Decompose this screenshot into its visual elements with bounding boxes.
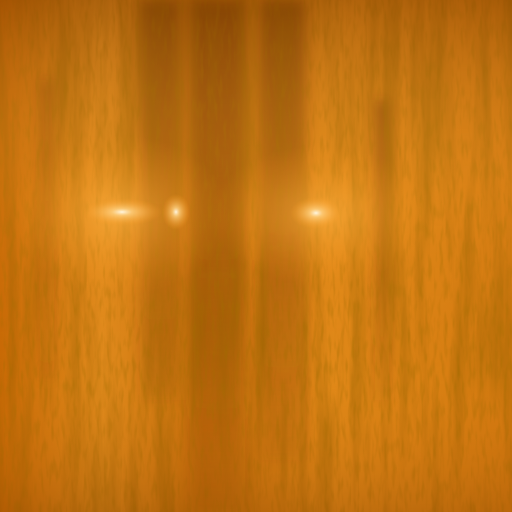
light-glow — [290, 197, 342, 229]
light-glow — [162, 194, 190, 230]
light-glow — [82, 198, 162, 226]
